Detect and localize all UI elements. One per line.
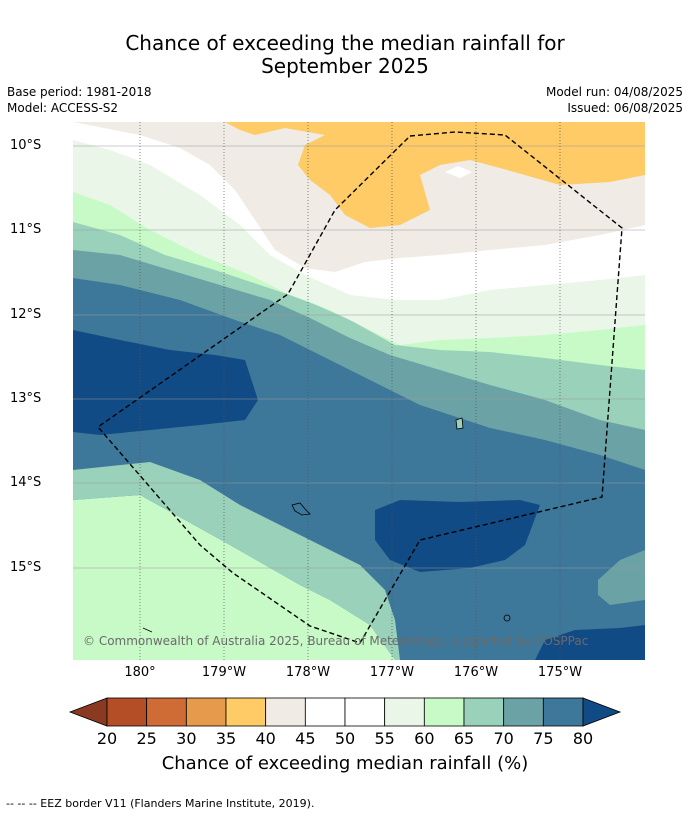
map-title-line1: Chance of exceeding the median rainfall … (125, 31, 565, 55)
colorbar-tick-label: 30 (176, 729, 197, 748)
colorbar-segment (225, 697, 267, 727)
lon-label-177w: 177°W (369, 665, 415, 680)
colorbar-extend-low (68, 697, 108, 727)
colorbar-tick-label: 70 (493, 729, 514, 748)
colorbar-segment (344, 697, 386, 727)
island-1 (455, 417, 464, 430)
model-name: Model: ACCESS-S2 (7, 101, 119, 115)
lat-label-13s: 13°S (10, 391, 42, 406)
colorbar (68, 697, 622, 727)
band-80-east (375, 500, 540, 572)
colorbar-tick-label: 45 (295, 729, 316, 748)
lon-label-176w: 176°W (453, 665, 499, 680)
band-60-65-south (73, 495, 395, 660)
base-period: Base period: 1981-2018 (7, 85, 152, 99)
issued-date: Issued: 06/08/2025 (567, 101, 683, 115)
colorbar-tick-label: 65 (453, 729, 475, 748)
colorbar-segment (106, 697, 148, 727)
graticule (73, 145, 645, 569)
colorbar-segment (265, 697, 306, 727)
colorbar-extend-high (582, 697, 622, 727)
colorbar-segment (503, 697, 544, 727)
colorbar-tick-label: 40 (255, 729, 276, 748)
lat-label-11s: 11°S (10, 222, 42, 237)
colorbar-tick-label: 80 (572, 729, 594, 748)
map-title-line2: September 2025 (261, 54, 429, 78)
band-80-south (535, 625, 645, 660)
colorbar-tick-label: 75 (533, 729, 554, 748)
lon-label-179w: 179°W (201, 665, 247, 680)
colorbar-tick-label: 60 (414, 729, 435, 748)
colorbar-segment (423, 697, 465, 727)
copyright-text: © Commonwealth of Australia 2025, Bureau… (83, 634, 588, 648)
colorbar-segment (542, 697, 584, 727)
lat-label-15s: 15°S (10, 560, 42, 575)
model-run: Model run: 04/08/2025 (545, 85, 683, 99)
island-2 (291, 502, 311, 516)
island-3 (503, 614, 511, 622)
colorbar-tick-label: 25 (136, 729, 157, 748)
lon-label-178w: 178°W (285, 665, 331, 680)
band-80-west (73, 330, 258, 435)
colorbar-tick-label: 20 (96, 729, 118, 748)
lat-label-10s: 10°S (10, 138, 42, 153)
colorbar-segment (304, 697, 346, 727)
colorbar-segment (463, 697, 505, 727)
footnote: -- -- -- EEZ border V11 (Flanders Marine… (6, 797, 315, 810)
colorbar-tick-label: 35 (215, 729, 237, 748)
map-area: © Commonwealth of Australia 2025, Bureau… (73, 122, 645, 660)
lon-label-175w: 175°W (537, 665, 583, 680)
colorbar-segment (384, 697, 425, 727)
band-35-40 (225, 122, 645, 228)
eez-border (96, 131, 623, 644)
colorbar-segment (185, 697, 227, 727)
colorbar-title: Chance of exceeding median rainfall (%) (161, 753, 529, 774)
colorbar-tick-label: 55 (374, 729, 395, 748)
lat-label-12s: 12°S (10, 307, 42, 322)
lat-label-14s: 14°S (10, 475, 42, 490)
colorbar-tick-label: 50 (334, 729, 356, 748)
lon-label-180: 180° (124, 665, 156, 680)
colorbar-segment (146, 697, 187, 727)
